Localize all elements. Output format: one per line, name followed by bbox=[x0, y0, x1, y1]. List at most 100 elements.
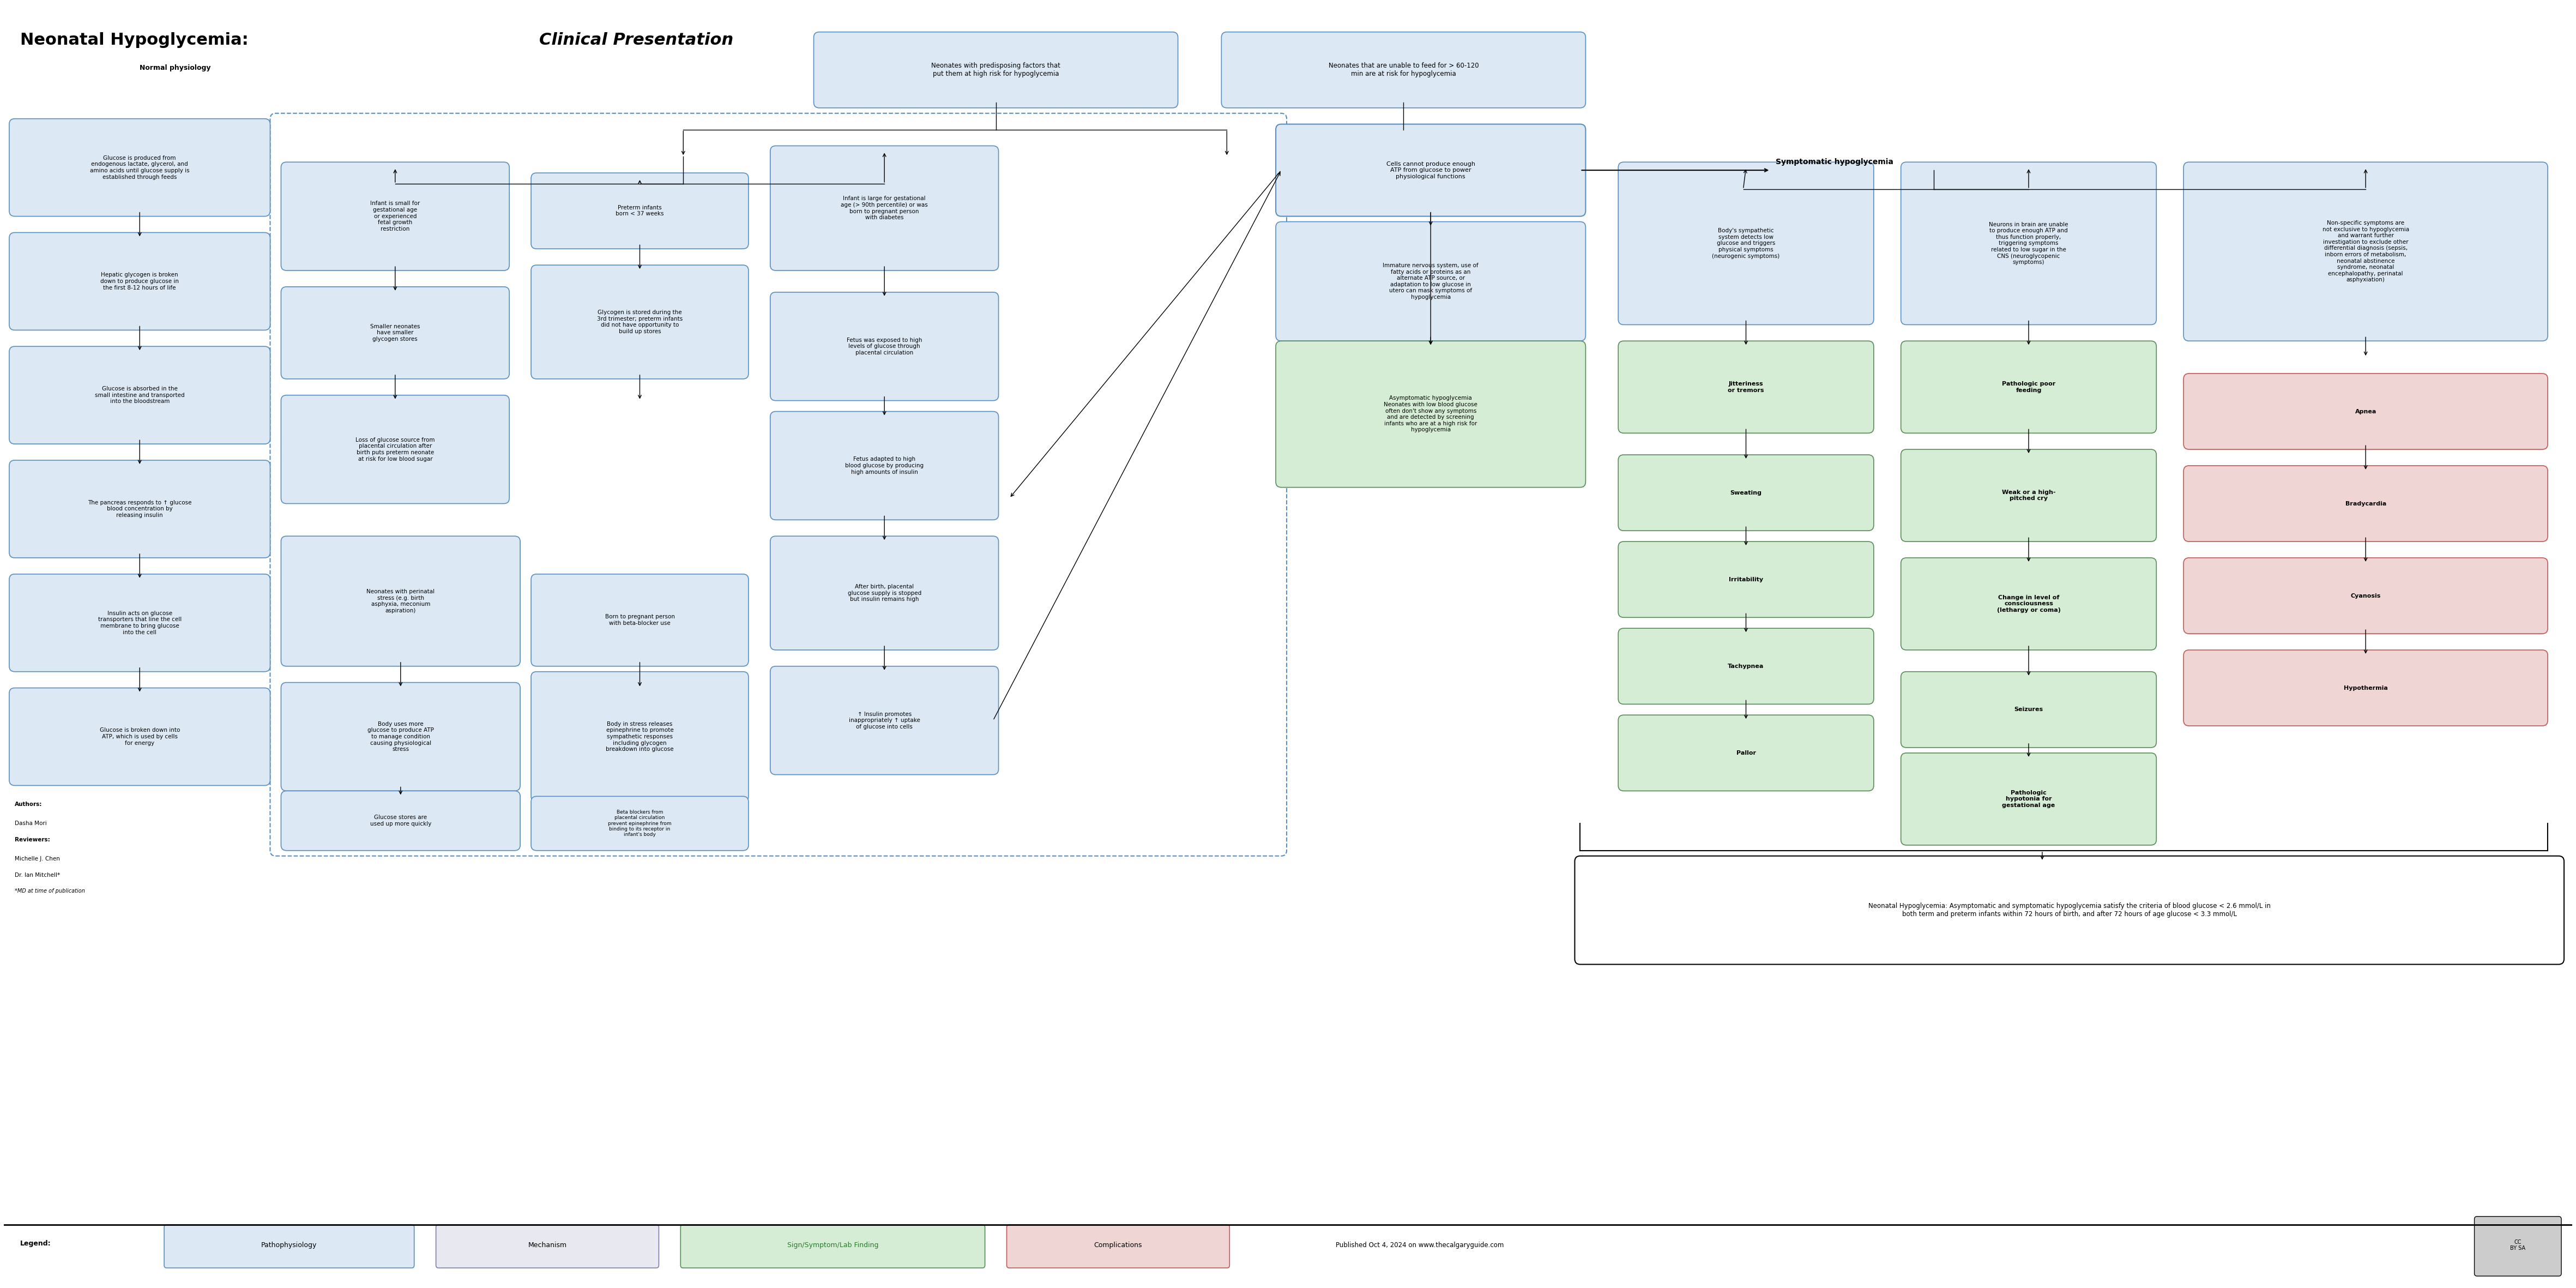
Text: Change in level of
consciousness
(lethargy or coma): Change in level of consciousness (lethar… bbox=[1996, 595, 2061, 613]
Text: After birth, placental
glucose supply is stopped
but insulin remains high: After birth, placental glucose supply is… bbox=[848, 583, 922, 601]
FancyBboxPatch shape bbox=[680, 1225, 984, 1267]
Text: Glucose is broken down into
ATP, which is used by cells
for energy: Glucose is broken down into ATP, which i… bbox=[100, 728, 180, 746]
FancyBboxPatch shape bbox=[10, 233, 270, 330]
FancyBboxPatch shape bbox=[1618, 455, 1873, 531]
FancyBboxPatch shape bbox=[281, 536, 520, 666]
Text: Tachypnea: Tachypnea bbox=[1728, 663, 1765, 668]
Text: Cyanosis: Cyanosis bbox=[2349, 592, 2380, 599]
Text: Reviewers:: Reviewers: bbox=[15, 837, 49, 842]
Text: Glucose is produced from
endogenous lactate, glycerol, and
amino acids until glu: Glucose is produced from endogenous lact… bbox=[90, 156, 191, 180]
Text: *MD at time of publication: *MD at time of publication bbox=[15, 889, 85, 894]
Text: Normal physiology: Normal physiology bbox=[139, 64, 211, 72]
Text: Seizures: Seizures bbox=[2014, 707, 2043, 712]
Text: Insulin acts on glucose
transporters that line the cell
membrane to bring glucos: Insulin acts on glucose transporters tha… bbox=[98, 611, 180, 635]
Text: Pallor: Pallor bbox=[1736, 750, 1757, 756]
Text: Mechanism: Mechanism bbox=[528, 1242, 567, 1249]
FancyBboxPatch shape bbox=[1275, 222, 1587, 341]
Text: Sweating: Sweating bbox=[1731, 489, 1762, 496]
Text: Glucose stores are
used up more quickly: Glucose stores are used up more quickly bbox=[371, 815, 430, 827]
FancyBboxPatch shape bbox=[281, 162, 510, 270]
FancyBboxPatch shape bbox=[770, 666, 999, 774]
FancyBboxPatch shape bbox=[1618, 629, 1873, 705]
Text: Neonatal Hypoglycemia:: Neonatal Hypoglycemia: bbox=[21, 32, 255, 48]
Text: Pathologic poor
feeding: Pathologic poor feeding bbox=[2002, 381, 2056, 393]
Text: Hepatic glycogen is broken
down to produce glucose in
the first 8-12 hours of li: Hepatic glycogen is broken down to produ… bbox=[100, 272, 178, 290]
Text: Fetus adapted to high
blood glucose by producing
high amounts of insulin: Fetus adapted to high blood glucose by p… bbox=[845, 457, 925, 475]
FancyBboxPatch shape bbox=[281, 791, 520, 850]
Text: Sign/Symptom/Lab Finding: Sign/Symptom/Lab Finding bbox=[788, 1242, 878, 1249]
Text: Body uses more
glucose to produce ATP
to manage condition
causing physiological
: Body uses more glucose to produce ATP to… bbox=[368, 721, 433, 752]
FancyBboxPatch shape bbox=[281, 683, 520, 791]
Text: Glycogen is stored during the
3rd trimester; preterm infants
did not have opport: Glycogen is stored during the 3rd trimes… bbox=[598, 310, 683, 334]
FancyBboxPatch shape bbox=[281, 287, 510, 379]
FancyBboxPatch shape bbox=[2184, 558, 2548, 634]
FancyBboxPatch shape bbox=[10, 460, 270, 558]
Text: Infant is large for gestational
age (> 90th percentile) or was
born to pregnant : Infant is large for gestational age (> 9… bbox=[840, 196, 927, 220]
Text: Michelle J. Chen: Michelle J. Chen bbox=[15, 857, 59, 862]
FancyBboxPatch shape bbox=[10, 688, 270, 786]
FancyBboxPatch shape bbox=[1901, 450, 2156, 541]
FancyBboxPatch shape bbox=[435, 1225, 659, 1267]
Text: Neonates with perinatal
stress (e.g. birth
asphyxia, meconium
aspiration): Neonates with perinatal stress (e.g. bir… bbox=[366, 589, 435, 613]
Text: Apnea: Apnea bbox=[2354, 408, 2378, 415]
Text: Complications: Complications bbox=[1095, 1242, 1141, 1249]
Text: Symptomatic hypoglycemia: Symptomatic hypoglycemia bbox=[1775, 158, 1893, 166]
FancyBboxPatch shape bbox=[1901, 671, 2156, 747]
Text: Neonatal Hypoglycemia: Asymptomatic and symptomatic hypoglycemia satisfy the cri: Neonatal Hypoglycemia: Asymptomatic and … bbox=[1868, 903, 2269, 918]
Text: Neonates that are unable to feed for > 60-120
min are at risk for hypoglycemia: Neonates that are unable to feed for > 6… bbox=[1329, 62, 1479, 77]
Text: Jitteriness
or tremors: Jitteriness or tremors bbox=[1728, 381, 1765, 393]
Text: Hypothermia: Hypothermia bbox=[2344, 685, 2388, 690]
FancyBboxPatch shape bbox=[1618, 341, 1873, 433]
Text: Dr. Ian Mitchell*: Dr. Ian Mitchell* bbox=[15, 872, 59, 877]
FancyBboxPatch shape bbox=[2184, 162, 2548, 341]
Text: Non-specific symptoms are
not exclusive to hypoglycemia
and warrant further
inve: Non-specific symptoms are not exclusive … bbox=[2324, 220, 2409, 282]
Text: Body in stress releases
epinephrine to promote
sympathetic responses
including g: Body in stress releases epinephrine to p… bbox=[605, 721, 675, 752]
Text: Weak or a high-
pitched cry: Weak or a high- pitched cry bbox=[2002, 489, 2056, 501]
Text: CC
BY SA: CC BY SA bbox=[2509, 1239, 2524, 1251]
Text: Smaller neonates
have smaller
glycogen stores: Smaller neonates have smaller glycogen s… bbox=[371, 323, 420, 341]
Text: Pathophysiology: Pathophysiology bbox=[260, 1242, 317, 1249]
Text: Legend:: Legend: bbox=[21, 1240, 52, 1247]
Text: Irritability: Irritability bbox=[1728, 577, 1762, 582]
FancyBboxPatch shape bbox=[2476, 1216, 2561, 1276]
Text: Neurons in brain are unable
to produce enough ATP and
thus function properly,
tr: Neurons in brain are unable to produce e… bbox=[1989, 222, 2069, 265]
Text: Bradycardia: Bradycardia bbox=[2344, 501, 2385, 506]
Text: Authors:: Authors: bbox=[15, 801, 41, 808]
FancyBboxPatch shape bbox=[1901, 162, 2156, 325]
Text: Neonates with predisposing factors that
put them at high risk for hypoglycemia: Neonates with predisposing factors that … bbox=[933, 62, 1061, 77]
FancyBboxPatch shape bbox=[814, 32, 1177, 108]
Text: Cells cannot produce enough
ATP from glucose to power
physiological functions: Cells cannot produce enough ATP from glu… bbox=[1386, 161, 1476, 179]
FancyBboxPatch shape bbox=[531, 671, 750, 801]
FancyBboxPatch shape bbox=[1618, 541, 1873, 617]
Text: Born to pregnant person
with beta-blocker use: Born to pregnant person with beta-blocke… bbox=[605, 614, 675, 626]
FancyBboxPatch shape bbox=[1618, 162, 1873, 325]
FancyBboxPatch shape bbox=[1574, 857, 2563, 965]
Text: Dasha Mori: Dasha Mori bbox=[15, 820, 46, 826]
FancyBboxPatch shape bbox=[1221, 32, 1587, 108]
FancyBboxPatch shape bbox=[770, 411, 999, 520]
FancyBboxPatch shape bbox=[1275, 124, 1587, 216]
Text: Infant is small for
gestational age
or experienced
fetal growth
restriction: Infant is small for gestational age or e… bbox=[371, 201, 420, 232]
FancyBboxPatch shape bbox=[2184, 650, 2548, 726]
Text: Glucose is absorbed in the
small intestine and transported
into the bloodstream: Glucose is absorbed in the small intesti… bbox=[95, 386, 185, 404]
FancyBboxPatch shape bbox=[770, 292, 999, 401]
FancyBboxPatch shape bbox=[165, 1225, 415, 1267]
FancyBboxPatch shape bbox=[531, 796, 750, 850]
Text: Pathologic
hypotonia for
gestational age: Pathologic hypotonia for gestational age bbox=[2002, 790, 2056, 808]
Text: ↑ Insulin promotes
inappropriately ↑ uptake
of glucose into cells: ↑ Insulin promotes inappropriately ↑ upt… bbox=[848, 711, 920, 729]
FancyBboxPatch shape bbox=[10, 346, 270, 444]
Text: Clinical Presentation: Clinical Presentation bbox=[538, 32, 734, 48]
Text: The pancreas responds to ↑ glucose
blood concentration by
releasing insulin: The pancreas responds to ↑ glucose blood… bbox=[88, 500, 191, 518]
FancyBboxPatch shape bbox=[770, 146, 999, 270]
Text: Loss of glucose source from
placental circulation after
birth puts preterm neona: Loss of glucose source from placental ci… bbox=[355, 437, 435, 461]
FancyBboxPatch shape bbox=[1007, 1225, 1229, 1267]
Text: Preterm infants
born < 37 weeks: Preterm infants born < 37 weeks bbox=[616, 205, 665, 216]
FancyBboxPatch shape bbox=[10, 118, 270, 216]
FancyBboxPatch shape bbox=[531, 574, 750, 666]
Text: Body's sympathetic
system detects low
glucose and triggers
physical symptoms
(ne: Body's sympathetic system detects low gl… bbox=[1713, 228, 1780, 259]
FancyBboxPatch shape bbox=[1618, 715, 1873, 791]
FancyBboxPatch shape bbox=[770, 536, 999, 650]
FancyBboxPatch shape bbox=[281, 395, 510, 504]
FancyBboxPatch shape bbox=[1901, 753, 2156, 845]
FancyBboxPatch shape bbox=[531, 173, 750, 249]
